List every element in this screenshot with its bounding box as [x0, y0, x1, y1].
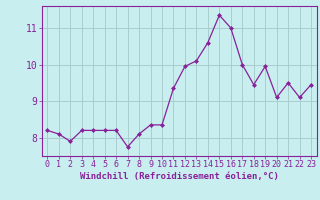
X-axis label: Windchill (Refroidissement éolien,°C): Windchill (Refroidissement éolien,°C) [80, 172, 279, 181]
